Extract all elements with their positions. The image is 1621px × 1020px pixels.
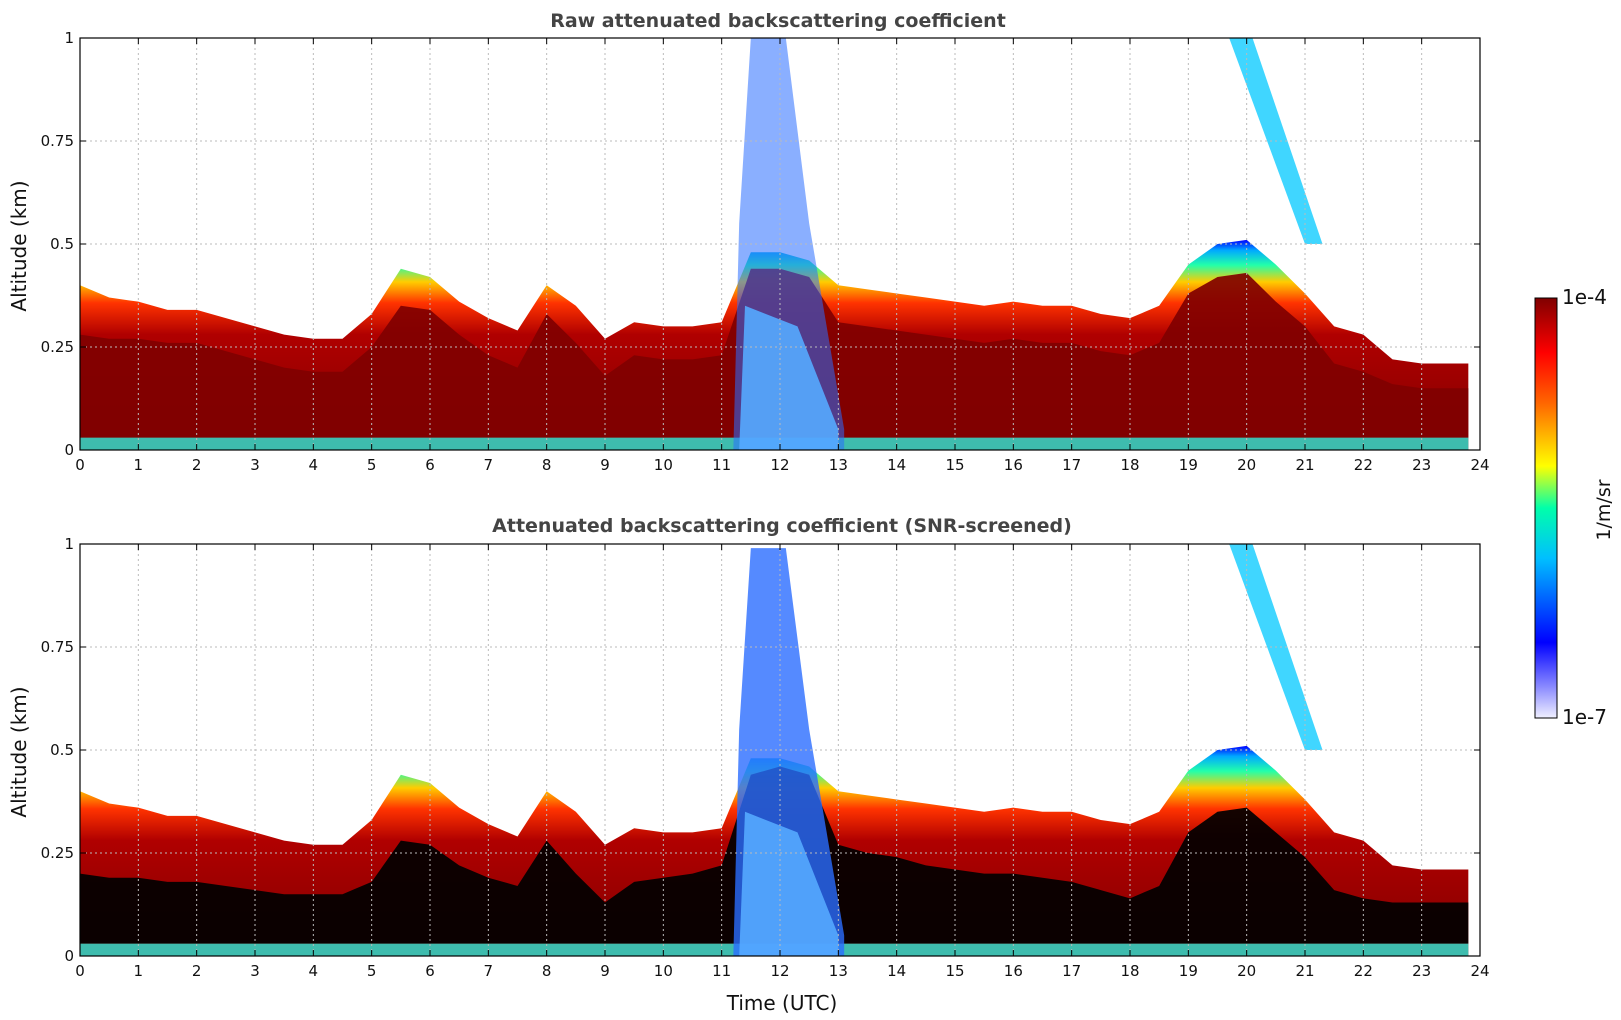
panel1-plot-area: 0 1 2 3 4 5 6 7 8 9 10 11 12 13 14 15 16 17 18 19 20 21 22 23 24…	[41, 29, 1490, 474]
x-tick-label: 6	[425, 962, 435, 980]
x-tick-label: 9	[600, 962, 610, 980]
x-tick-label: 23	[1412, 456, 1431, 474]
plume-base	[739, 305, 839, 450]
x-tick-label: 9	[600, 456, 610, 474]
panel-raw: Raw attenuated backscattering coefficien…	[7, 10, 1490, 474]
x-tick-label: 14	[887, 962, 906, 980]
y-tick-label: 0.75	[41, 132, 74, 150]
x-tick-label: 5	[367, 962, 377, 980]
x-tick-label: 12	[770, 456, 789, 474]
x-tick-label: 11	[712, 962, 731, 980]
x-tick-label: 18	[1120, 456, 1139, 474]
x-tick-label: 4	[309, 456, 319, 474]
x-tick-label: 12	[770, 962, 789, 980]
x-tick-label: 6	[425, 456, 435, 474]
x-tick-label: 14	[887, 456, 906, 474]
panel2-title: Attenuated backscattering coefficient (S…	[492, 515, 1072, 537]
x-tick-label: 10	[654, 962, 673, 980]
x-tick-label: 23	[1412, 962, 1431, 980]
x-tick-label: 13	[829, 962, 848, 980]
x-tick-label: 8	[542, 456, 552, 474]
y-tick-label: 0	[64, 947, 74, 965]
x-tick-label: 19	[1179, 456, 1198, 474]
x-tick-label: 4	[309, 962, 319, 980]
x-tick-label: 8	[542, 962, 552, 980]
y-tick-label: 0.75	[41, 638, 74, 656]
x-tick-label: 0	[75, 456, 85, 474]
x-tick-label: 15	[945, 456, 964, 474]
x-tick-label: 21	[1295, 456, 1314, 474]
colorbar: 1e-4 1e-7 1/m/sr	[1534, 285, 1615, 729]
x-tick-label: 19	[1179, 962, 1198, 980]
x-tick-label: 11	[712, 456, 731, 474]
x-tick-label: 1	[134, 962, 144, 980]
y-tick-label: 0.5	[50, 235, 74, 253]
x-tick-label: 17	[1062, 456, 1081, 474]
x-tick-label: 2	[192, 962, 202, 980]
panel-screened: Attenuated backscattering coefficient (S…	[7, 515, 1490, 1015]
x-tick-label: 1	[134, 456, 144, 474]
panel1-ylabel: Altitude (km)	[7, 180, 31, 311]
x-tick-label: 16	[1004, 456, 1023, 474]
y-tick-label: 1	[64, 535, 74, 553]
colorbar-max-label: 1e-4	[1562, 285, 1607, 309]
x-tick-label: 21	[1295, 962, 1314, 980]
y-tick-label: 0.25	[41, 844, 74, 862]
panel2-ylabel: Altitude (km)	[7, 686, 31, 817]
x-tick-label: 22	[1354, 456, 1373, 474]
colorbar-gradient	[1534, 297, 1558, 719]
x-tick-label: 20	[1237, 456, 1256, 474]
x-tick-label: 7	[484, 962, 494, 980]
colorbar-label: 1/m/sr	[1593, 479, 1615, 540]
x-tick-label: 15	[945, 962, 964, 980]
x-tick-label: 22	[1354, 962, 1373, 980]
x-tick-label: 16	[1004, 962, 1023, 980]
panel2-plot-area: 0 1 2 3 4 5 6 7 8 9 10 11 12 13 14 15 16 17 18 19 20 21 22 23 24…	[41, 535, 1490, 980]
x-tick-label: 3	[250, 962, 260, 980]
x-tick-label: 20	[1237, 962, 1256, 980]
x-tick-label: 24	[1470, 962, 1489, 980]
x-axis-label: Time (UTC)	[726, 991, 838, 1015]
x-tick-label: 18	[1120, 962, 1139, 980]
x-tick-label: 24	[1470, 456, 1489, 474]
x-tick-label: 0	[75, 962, 85, 980]
x-tick-label: 17	[1062, 962, 1081, 980]
y-tick-label: 0.5	[50, 741, 74, 759]
panel1-title: Raw attenuated backscattering coefficien…	[550, 10, 1006, 32]
y-tick-label: 1	[64, 29, 74, 47]
x-tick-label: 10	[654, 456, 673, 474]
x-tick-label: 5	[367, 456, 377, 474]
x-tick-label: 3	[250, 456, 260, 474]
x-tick-label: 7	[484, 456, 494, 474]
plume-base	[739, 811, 839, 956]
x-tick-label: 2	[192, 456, 202, 474]
colorbar-min-label: 1e-7	[1562, 705, 1607, 729]
x-tick-label: 13	[829, 456, 848, 474]
y-tick-label: 0	[64, 441, 74, 459]
y-tick-label: 0.25	[41, 338, 74, 356]
